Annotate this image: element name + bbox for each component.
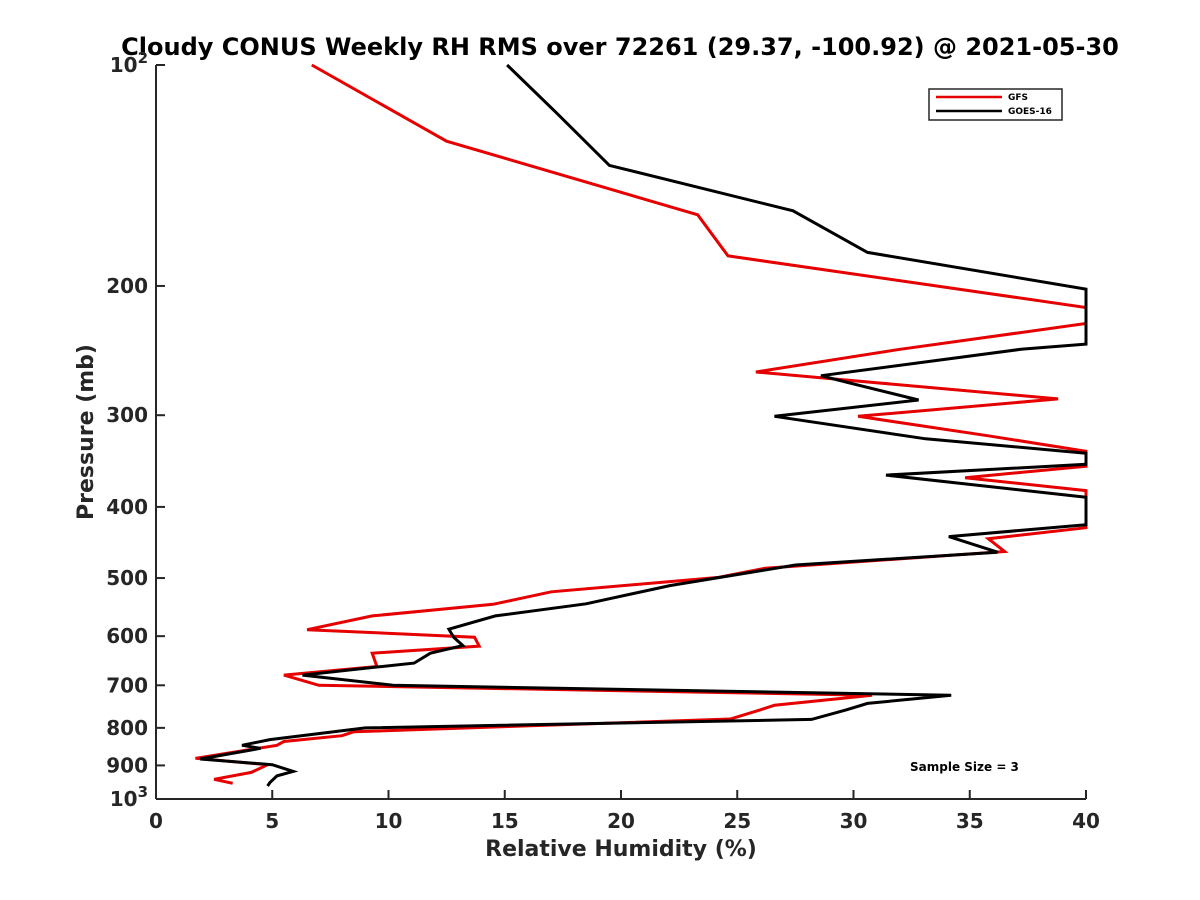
x-tick-label: 40 xyxy=(1072,809,1100,833)
x-tick-label: 20 xyxy=(607,809,635,833)
ticks-layer: 0 5 10 15 20 25 30 35 40 102 200 300 400 500 600 700 800… xyxy=(106,49,1100,833)
legend: GFS GOES-16 xyxy=(928,88,1063,121)
x-tick-label: 30 xyxy=(840,809,868,833)
x-tick-label: 35 xyxy=(956,809,984,833)
y-tick-label: 700 xyxy=(106,673,148,697)
series-line-goes-16 xyxy=(199,63,1088,787)
series-layer xyxy=(195,63,1088,787)
x-axis-label: Relative Humidity (%) xyxy=(485,837,757,862)
x-tick-label: 0 xyxy=(149,809,163,833)
series-line-gfs xyxy=(195,63,1088,785)
legend-label-goes16: GOES-16 xyxy=(1008,107,1052,117)
y-tick-label: 600 xyxy=(106,624,148,648)
x-tick-label: 15 xyxy=(491,809,519,833)
y-tick-label: 800 xyxy=(106,716,148,740)
x-tick-label: 25 xyxy=(723,809,751,833)
y-tick-label: 103 xyxy=(110,783,148,811)
plot-area xyxy=(195,63,1088,787)
chart-title: Cloudy CONUS Weekly RH RMS over 72261 (2… xyxy=(121,33,1119,61)
y-tick-label: 300 xyxy=(106,403,148,427)
y-tick-label: 500 xyxy=(106,566,148,590)
x-tick-label: 5 xyxy=(265,809,279,833)
y-tick-label: 102 xyxy=(110,49,148,77)
sample-size-annotation: Sample Size = 3 xyxy=(910,760,1019,774)
legend-box xyxy=(928,88,1063,121)
y-tick-label: 400 xyxy=(106,495,148,519)
x-tick-label: 10 xyxy=(375,809,403,833)
y-tick-label: 200 xyxy=(106,274,148,298)
legend-label-gfs: GFS xyxy=(1008,93,1028,103)
y-axis-label: Pressure (mb) xyxy=(74,344,99,520)
y-tick-label: 900 xyxy=(106,753,148,777)
